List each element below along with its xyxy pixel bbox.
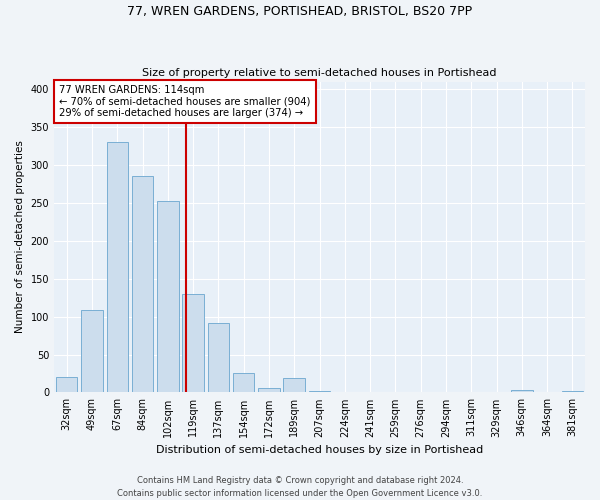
Text: 77, WREN GARDENS, PORTISHEAD, BRISTOL, BS20 7PP: 77, WREN GARDENS, PORTISHEAD, BRISTOL, B…	[127, 5, 473, 18]
Bar	[309, 391, 330, 392]
Y-axis label: Number of semi-detached properties: Number of semi-detached properties	[15, 140, 25, 334]
Bar	[258, 388, 280, 392]
Title: Size of property relative to semi-detached houses in Portishead: Size of property relative to semi-detach…	[142, 68, 497, 78]
Text: Contains HM Land Registry data © Crown copyright and database right 2024.
Contai: Contains HM Land Registry data © Crown c…	[118, 476, 482, 498]
Bar	[208, 324, 229, 392]
Text: 77 WREN GARDENS: 114sqm
← 70% of semi-detached houses are smaller (904)
29% of s: 77 WREN GARDENS: 114sqm ← 70% of semi-de…	[59, 84, 311, 118]
Bar	[132, 176, 153, 392]
Bar	[511, 390, 533, 392]
Bar	[157, 202, 179, 392]
Bar	[81, 310, 103, 392]
X-axis label: Distribution of semi-detached houses by size in Portishead: Distribution of semi-detached houses by …	[156, 445, 483, 455]
Bar	[283, 378, 305, 392]
Bar	[56, 378, 77, 392]
Bar	[233, 372, 254, 392]
Bar	[562, 391, 583, 392]
Bar	[107, 142, 128, 393]
Bar	[182, 294, 204, 392]
